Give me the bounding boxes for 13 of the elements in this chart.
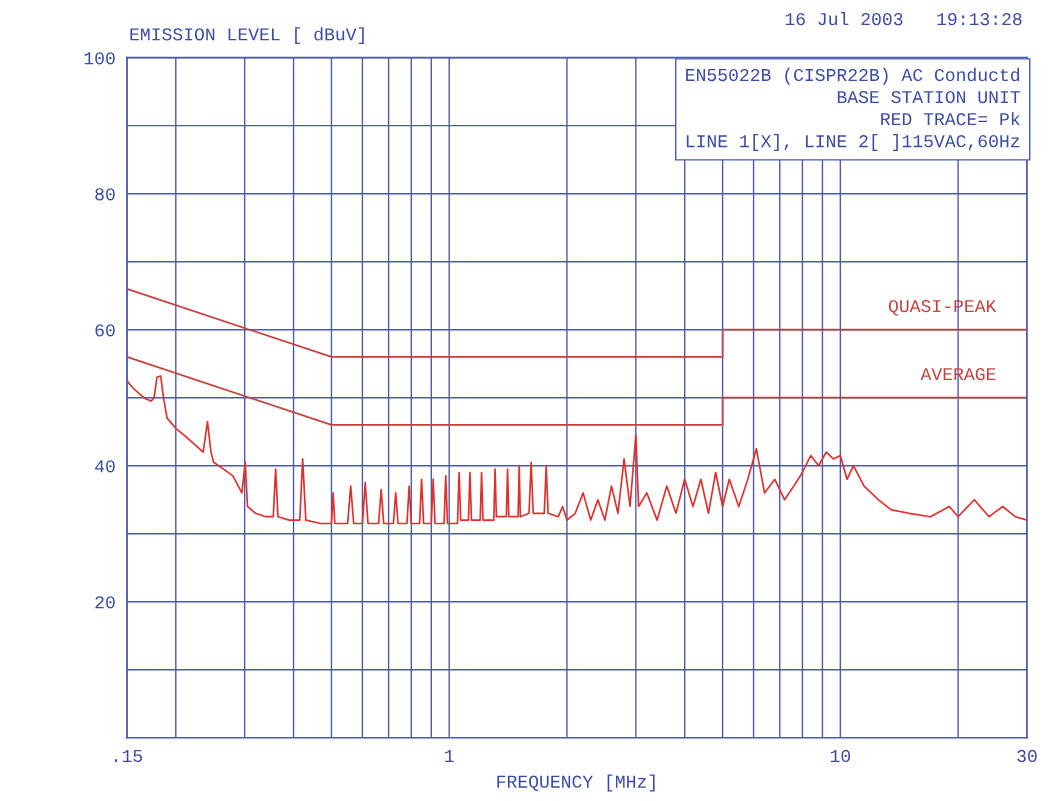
x-tick-label: 10 xyxy=(830,749,851,763)
y-tick-label: 80 xyxy=(95,188,115,201)
y-axis-title: EMISSION LEVEL [ dBuV] xyxy=(130,27,364,45)
y-tick-label: 100 xyxy=(84,52,115,65)
x-tick-label: 30 xyxy=(1017,749,1037,763)
y-tick-label: 20 xyxy=(95,596,115,609)
x-tick-label: .15 xyxy=(115,750,143,763)
text: 16 Jul 2003 19:13:28 xyxy=(785,12,1022,26)
x-axis-title: FREQUENCY [MHz] xyxy=(497,774,655,792)
annotation: EN55022B (CISPR22B) AC Conductd BASE STATION UNIT RED TRACE= Pk LINE 1[X], LINE 2[ ]115VAC,60Hz xyxy=(686,67,1020,151)
y-tick-label: 40 xyxy=(95,460,115,473)
x-tick-label: 1 xyxy=(445,750,454,762)
y-tick-label: 60 xyxy=(95,324,115,337)
